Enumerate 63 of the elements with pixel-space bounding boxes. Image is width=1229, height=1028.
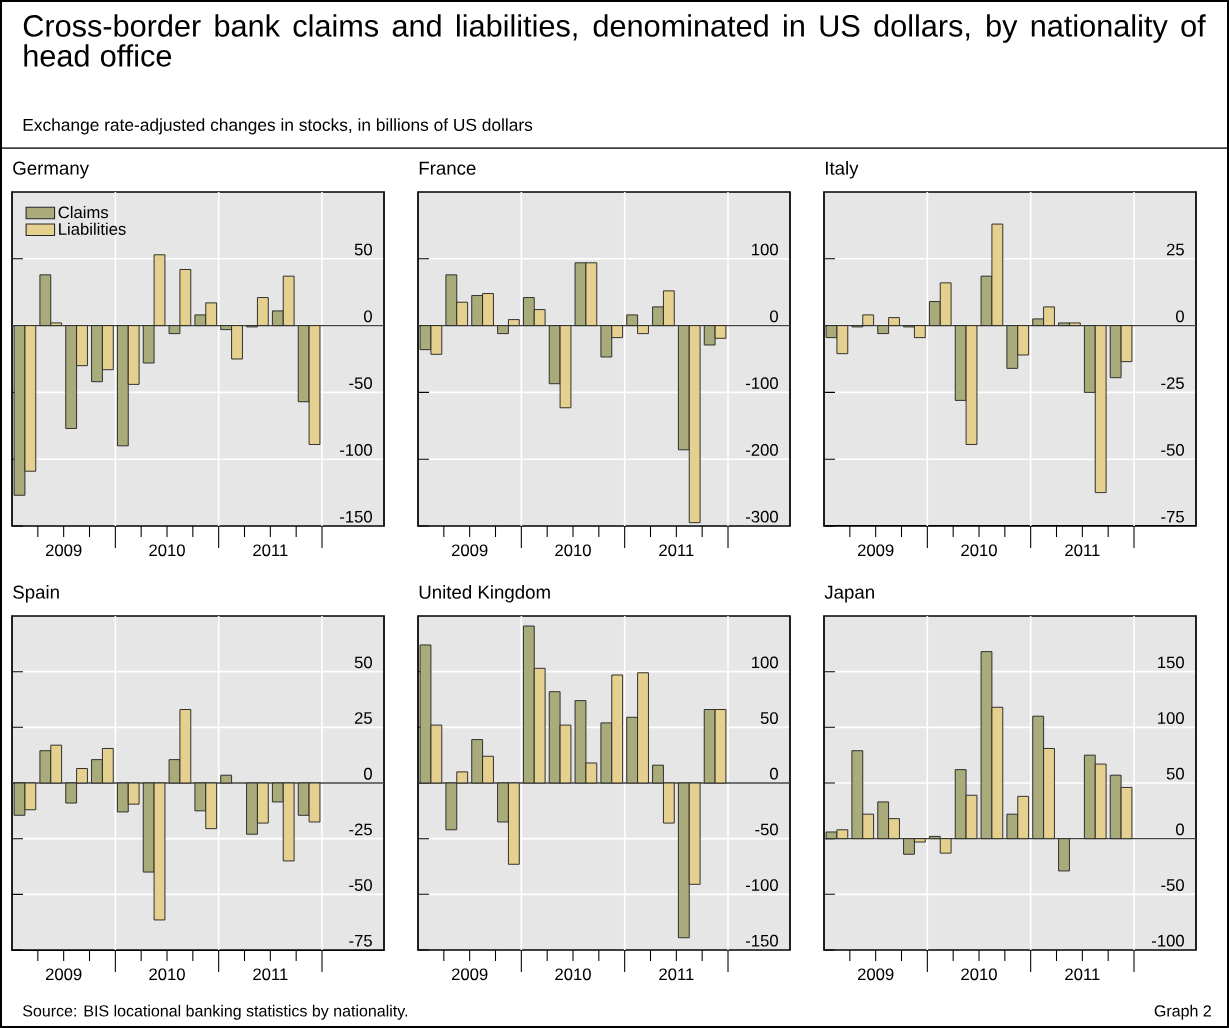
y-tick-label: 0 bbox=[364, 767, 372, 780]
caption: Graph 2 bbox=[1154, 1004, 1211, 1020]
y-tick-label: -100 bbox=[746, 377, 778, 390]
y-tick-label: -300 bbox=[746, 510, 778, 523]
legend-label: Liabilities bbox=[59, 222, 126, 235]
y-tick-label: -150 bbox=[746, 934, 778, 947]
x-tick-label: 2009 bbox=[451, 968, 488, 981]
y-tick-label: -50 bbox=[755, 823, 778, 836]
source-note: Source: BIS locational banking statistics by nationality. bbox=[23, 1004, 408, 1020]
y-tick-label: 25 bbox=[354, 712, 372, 724]
x-tick-label: 2009 bbox=[45, 544, 82, 557]
y-tick-label: 25 bbox=[1166, 243, 1184, 256]
y-tick-label: -100 bbox=[1152, 934, 1184, 947]
y-tick-label: -150 bbox=[340, 510, 372, 523]
x-tick-label: 2009 bbox=[857, 544, 894, 557]
x-tick-label: 2009 bbox=[45, 968, 82, 981]
y-tick-label: -200 bbox=[746, 444, 778, 456]
y-tick-label: 50 bbox=[354, 656, 372, 669]
y-tick-label: 100 bbox=[752, 243, 778, 256]
y-tick-label: 0 bbox=[1176, 310, 1184, 323]
chart-title: Germany bbox=[13, 161, 89, 179]
y-tick-label: 0 bbox=[770, 767, 778, 780]
y-tick-label: -25 bbox=[1161, 377, 1184, 390]
x-tick-label: 2011 bbox=[253, 544, 288, 557]
x-tick-label: 2009 bbox=[857, 968, 894, 981]
x-tick-label: 2010 bbox=[555, 544, 591, 557]
text: Exchange rate-adjusted changes in stocks, in billions of US dollars bbox=[23, 118, 533, 135]
y-tick-label: -50 bbox=[1161, 879, 1184, 891]
y-tick-label: 100 bbox=[1158, 712, 1184, 724]
chart-title: France bbox=[419, 161, 476, 175]
y-tick-label: 50 bbox=[354, 243, 372, 256]
y-tick-label: -25 bbox=[349, 823, 372, 836]
y-tick-label: -50 bbox=[349, 879, 372, 891]
y-tick-label: 50 bbox=[760, 712, 778, 724]
chart-title: Spain bbox=[13, 585, 59, 603]
legend-label: Claims bbox=[58, 205, 109, 219]
x-tick-label: 2011 bbox=[659, 968, 694, 981]
y-tick-label: 150 bbox=[1158, 656, 1184, 669]
x-tick-label: 2010 bbox=[149, 968, 185, 981]
chart-title: Japan bbox=[824, 585, 874, 603]
x-tick-label: 2010 bbox=[961, 968, 997, 981]
y-tick-label: -100 bbox=[340, 444, 372, 456]
y-tick-label: 0 bbox=[770, 310, 778, 323]
y-tick-label: -50 bbox=[1161, 444, 1184, 456]
y-tick-label: -100 bbox=[746, 879, 778, 891]
y-tick-label: 100 bbox=[752, 656, 778, 669]
x-tick-label: 2011 bbox=[253, 968, 288, 981]
y-tick-label: 0 bbox=[364, 310, 372, 323]
chart-title: Italy bbox=[825, 161, 859, 179]
x-tick-label: 2009 bbox=[451, 544, 488, 557]
x-tick-label: 2011 bbox=[659, 544, 694, 557]
x-tick-label: 2010 bbox=[961, 544, 997, 557]
y-tick-label: -50 bbox=[349, 377, 372, 390]
y-tick-label: -75 bbox=[349, 935, 372, 947]
x-tick-label: 2011 bbox=[1065, 544, 1100, 557]
chart-title: United Kingdom bbox=[419, 585, 550, 603]
x-tick-label: 2010 bbox=[555, 968, 591, 981]
y-tick-label: 50 bbox=[1166, 767, 1184, 780]
text: Cross-border bank claims and liabilities, denominated in US dollars, by nationality of head office bbox=[23, 14, 1206, 67]
y-tick-label: -75 bbox=[1161, 510, 1184, 523]
y-tick-label: 0 bbox=[1176, 823, 1184, 836]
x-tick-label: 2011 bbox=[1065, 968, 1100, 981]
x-tick-label: 2010 bbox=[149, 544, 185, 557]
